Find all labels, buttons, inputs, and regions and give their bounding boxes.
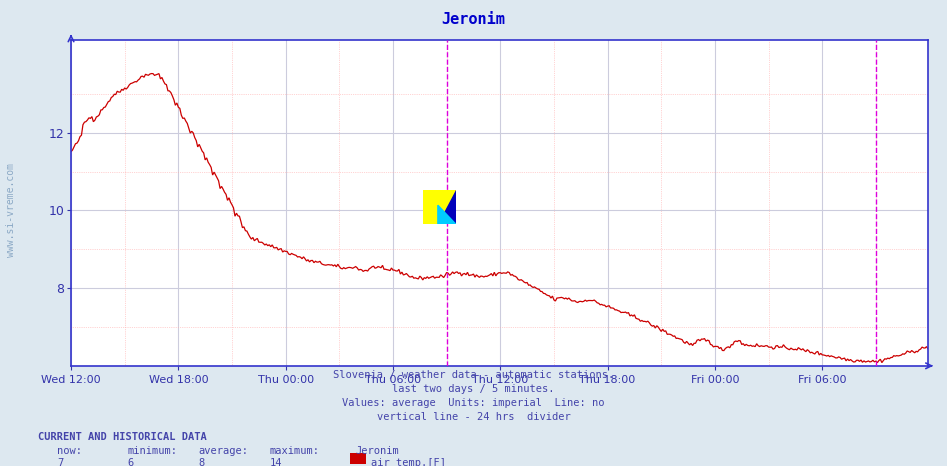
Text: maximum:: maximum: <box>270 446 320 456</box>
Text: 7: 7 <box>57 458 63 466</box>
Text: Values: average  Units: imperial  Line: no: Values: average Units: imperial Line: no <box>342 398 605 408</box>
Text: 8: 8 <box>199 458 205 466</box>
Polygon shape <box>438 205 456 225</box>
Text: www.si-vreme.com: www.si-vreme.com <box>7 163 16 257</box>
Text: Jeronim: Jeronim <box>355 446 399 456</box>
Text: Slovenia / weather data - automatic stations.: Slovenia / weather data - automatic stat… <box>333 370 614 380</box>
Text: last two days / 5 minutes.: last two days / 5 minutes. <box>392 384 555 394</box>
Text: CURRENT AND HISTORICAL DATA: CURRENT AND HISTORICAL DATA <box>38 432 206 442</box>
Text: now:: now: <box>57 446 81 456</box>
Text: vertical line - 24 hrs  divider: vertical line - 24 hrs divider <box>377 412 570 422</box>
Text: 6: 6 <box>128 458 134 466</box>
Text: 14: 14 <box>270 458 282 466</box>
Text: minimum:: minimum: <box>128 446 178 456</box>
Text: air temp.[F]: air temp.[F] <box>371 458 446 466</box>
Polygon shape <box>438 190 456 225</box>
Text: average:: average: <box>199 446 249 456</box>
Text: Jeronim: Jeronim <box>441 12 506 27</box>
